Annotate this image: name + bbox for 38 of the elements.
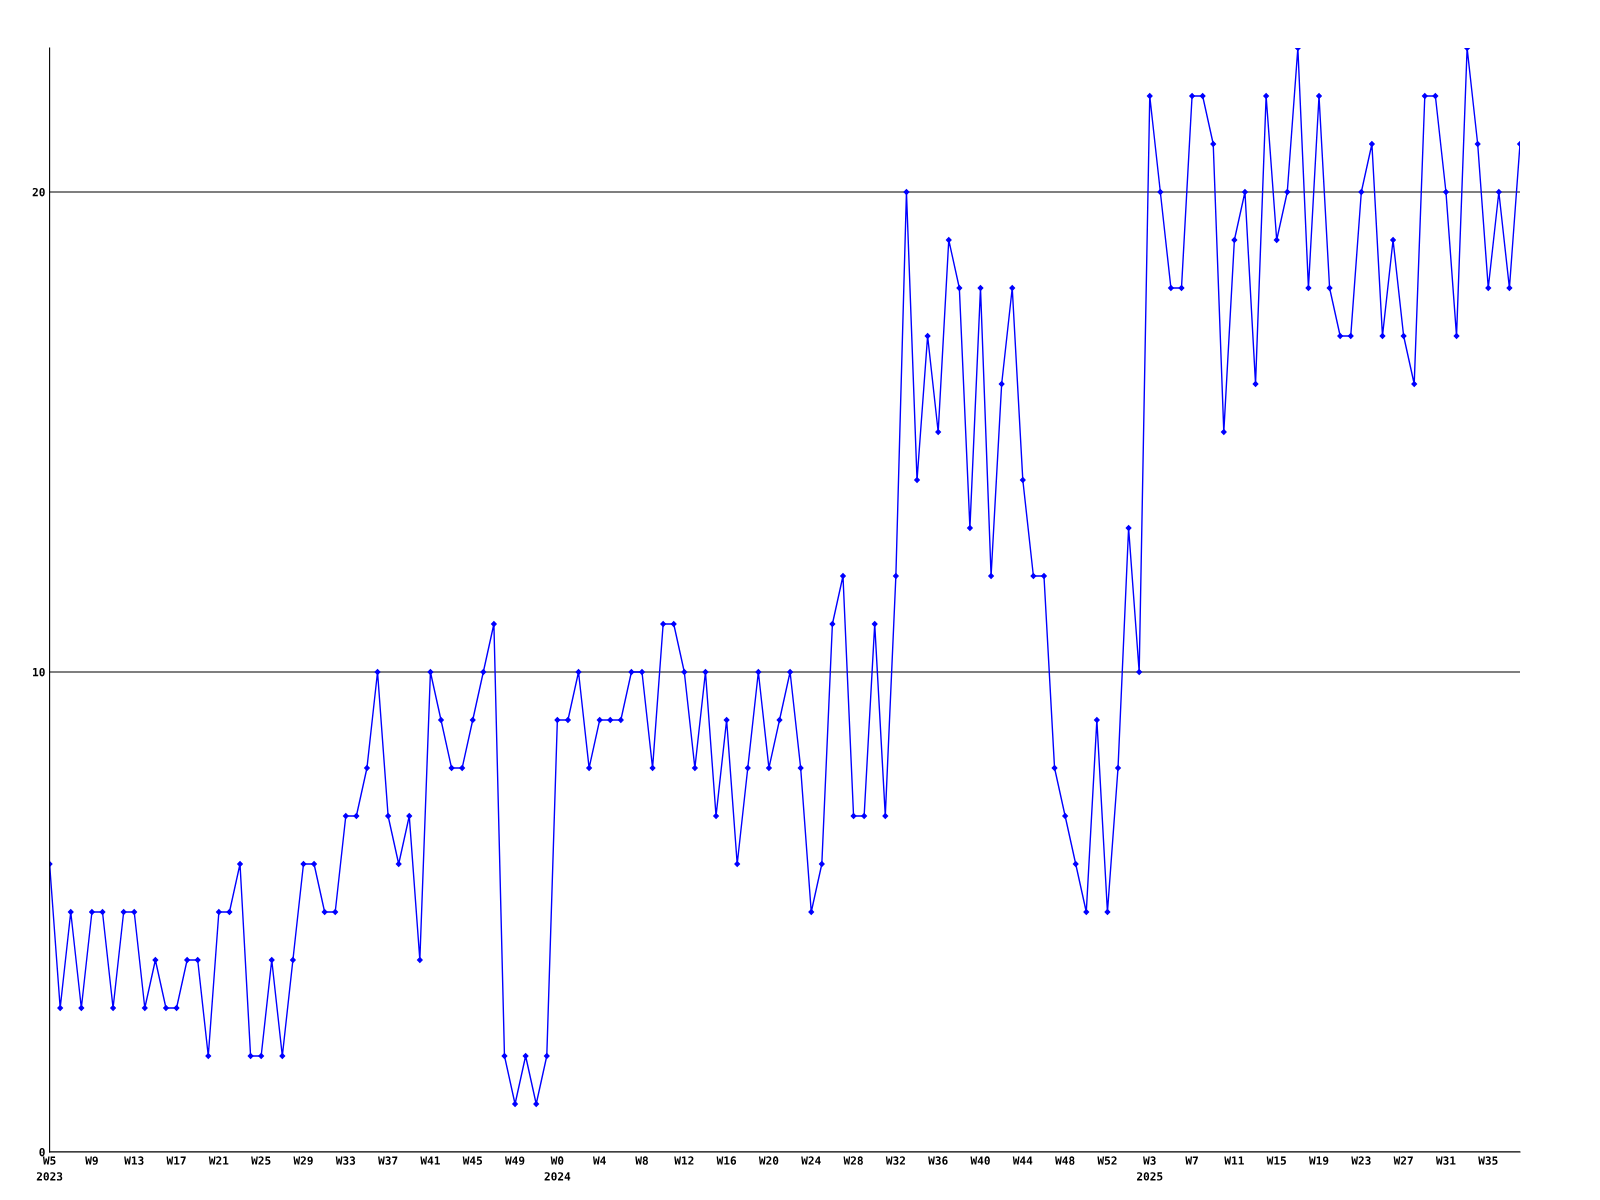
x-tick-label: W28 bbox=[843, 1156, 863, 1165]
x-tick-label: W7 bbox=[1185, 1156, 1198, 1165]
x-tick-label: W16 bbox=[716, 1156, 737, 1165]
x-tick-label: W48 bbox=[1055, 1156, 1075, 1165]
x-tick-label: W5 2023 bbox=[36, 1156, 63, 1181]
x-tick-label: W27 bbox=[1393, 1156, 1413, 1165]
x-tick-label: W44 bbox=[1012, 1156, 1033, 1165]
x-tick-label: W8 bbox=[635, 1156, 648, 1165]
x-tick-label: W3 2025 bbox=[1137, 1156, 1163, 1181]
y-tick-label: 0 bbox=[39, 1147, 45, 1157]
x-tick-label: W23 bbox=[1351, 1156, 1371, 1165]
x-tick-label: W41 bbox=[420, 1156, 440, 1165]
x-tick-label: W9 bbox=[85, 1156, 98, 1165]
x-tick-label: W35 bbox=[1478, 1156, 1498, 1165]
x-tick-label: W36 bbox=[928, 1156, 948, 1165]
x-tick-label: W15 bbox=[1266, 1156, 1286, 1165]
x-tick-label: W52 bbox=[1097, 1156, 1117, 1165]
x-tick-label: W17 bbox=[166, 1156, 186, 1165]
x-tick-label: W33 bbox=[335, 1156, 356, 1165]
x-tick-label: W40 bbox=[970, 1156, 990, 1165]
x-tick-label: W49 bbox=[505, 1156, 525, 1165]
x-tick-label: W4 bbox=[592, 1156, 606, 1165]
y-tick-label: 20 bbox=[32, 187, 45, 197]
x-tick-label: W11 bbox=[1224, 1156, 1244, 1165]
x-tick-label: W0 2024 bbox=[544, 1156, 571, 1181]
x-tick-label: W21 bbox=[208, 1156, 229, 1165]
x-tick-label: W37 bbox=[378, 1156, 398, 1165]
x-tick-label: W31 bbox=[1435, 1156, 1456, 1165]
y-tick-label: 10 bbox=[33, 667, 45, 677]
x-tick-label: W45 bbox=[462, 1156, 483, 1165]
x-tick-label: W20 bbox=[758, 1156, 779, 1165]
x-tick-label: W19 bbox=[1308, 1156, 1329, 1165]
x-tick-label: W29 bbox=[293, 1156, 313, 1165]
x-tick-label: W24 bbox=[801, 1156, 821, 1165]
x-tick-label: W12 bbox=[674, 1156, 694, 1165]
x-tick-label: W25 bbox=[251, 1156, 271, 1165]
x-tick-label: W32 bbox=[885, 1156, 905, 1165]
x-tick-label: W13 bbox=[124, 1156, 144, 1165]
